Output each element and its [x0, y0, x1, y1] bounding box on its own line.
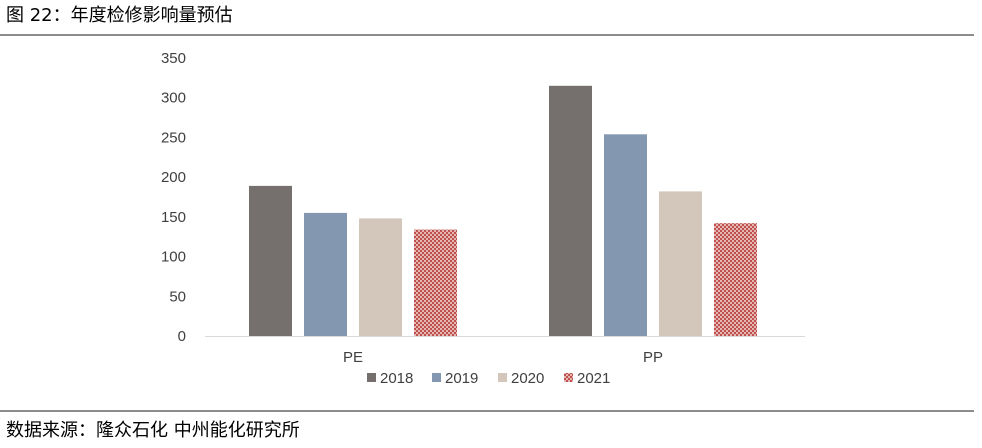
bar-pp-2019 — [604, 134, 647, 336]
x-tick-label: PP — [643, 349, 663, 366]
top-rule — [0, 34, 974, 36]
x-tick-label: PE — [343, 349, 363, 366]
bar-pe-2021 — [414, 229, 457, 336]
source-note: 数据来源：隆众石化 中州能化研究所 — [6, 420, 300, 441]
legend-label-2019: 2019 — [445, 370, 478, 387]
y-tick-label: 300 — [161, 90, 186, 107]
bar-pp-2021 — [714, 223, 757, 336]
legend-swatch-2019 — [432, 373, 441, 382]
bar-pp-2020 — [659, 191, 702, 336]
bottom-rule — [0, 410, 974, 412]
y-tick-label: 100 — [161, 249, 186, 266]
figure-title: 图 22：年度检修影响量预估 — [6, 5, 233, 26]
legend-swatch-2021 — [564, 373, 573, 382]
bar-pe-2018 — [249, 185, 292, 336]
bar-pp-2018 — [549, 85, 592, 336]
legend-label-2021: 2021 — [577, 370, 610, 387]
y-tick-label: 150 — [161, 209, 186, 226]
x-axis-ticks: PE PP — [343, 349, 663, 366]
y-tick-label: 50 — [169, 288, 186, 305]
bar-pe-2019 — [304, 212, 347, 336]
bar-pe-2020 — [359, 218, 402, 336]
y-tick-label: 200 — [161, 169, 186, 186]
legend: 2018 2019 2020 2021 — [367, 370, 610, 387]
legend-swatch-2020 — [498, 373, 507, 382]
bars — [249, 85, 757, 336]
legend-label-2018: 2018 — [380, 370, 413, 387]
legend-label-2020: 2020 — [511, 370, 544, 387]
y-tick-label: 350 — [161, 50, 186, 67]
legend-swatch-2018 — [367, 373, 376, 382]
y-tick-label: 250 — [161, 129, 186, 146]
y-axis-ticks: 0 50 100 150 200 250 300 350 — [161, 50, 186, 345]
y-tick-label: 0 — [178, 328, 186, 345]
